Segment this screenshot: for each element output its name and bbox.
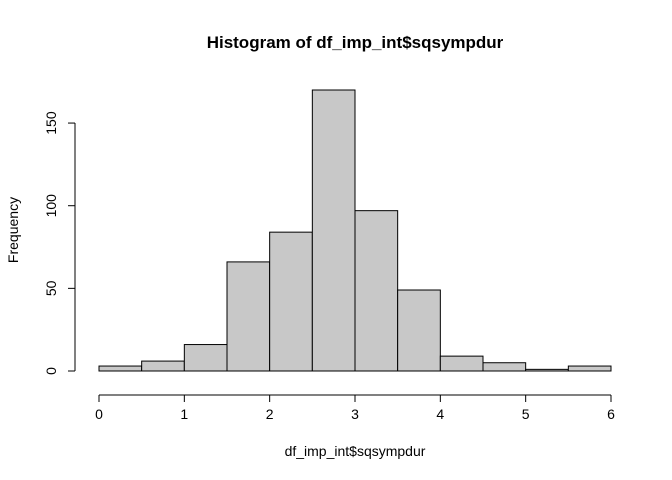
chart-title: Histogram of df_imp_int$sqsympdur: [207, 33, 504, 52]
histogram-bar: [226, 261, 271, 372]
x-tick-label: 0: [95, 406, 103, 422]
histogram-bar: [269, 231, 313, 372]
histogram-bar: [183, 344, 228, 372]
histogram-bar: [567, 365, 612, 372]
histogram-bar: [482, 362, 527, 372]
y-tick-label: 0: [43, 367, 59, 375]
x-tick-label: 6: [607, 406, 615, 422]
histogram-bar: [98, 365, 143, 372]
x-axis: 0 1 2 3 4 5 6: [95, 394, 615, 422]
x-tick-label: 5: [522, 406, 530, 422]
y-tick-label: 100: [43, 194, 59, 218]
y-axis: 0 50 100 150: [43, 111, 76, 375]
x-tick-label: 4: [436, 406, 444, 422]
bars-group: [98, 89, 612, 372]
y-axis-label: Frequency: [5, 197, 21, 263]
histogram-bar: [439, 355, 484, 372]
histogram-bar: [311, 89, 356, 372]
histogram-bar: [397, 289, 441, 372]
histogram-bar: [141, 360, 185, 372]
x-tick-label: 1: [180, 406, 188, 422]
x-axis-label: df_imp_int$sqsympdur: [285, 443, 426, 459]
histogram-bar: [525, 368, 569, 372]
y-tick-label: 150: [43, 111, 59, 135]
histogram-bar: [354, 210, 399, 372]
x-tick-label: 2: [266, 406, 274, 422]
y-tick-label: 50: [43, 280, 59, 296]
x-tick-label: 3: [351, 406, 359, 422]
